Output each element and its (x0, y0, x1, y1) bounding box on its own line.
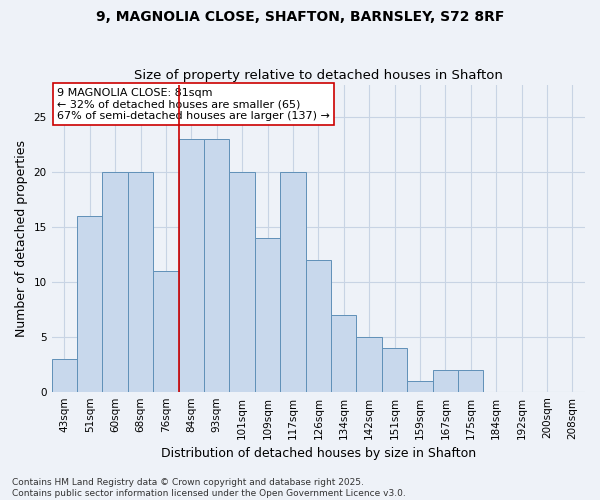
Bar (382, 348, 407, 392)
Bar (229, 172, 255, 392)
Title: Size of property relative to detached houses in Shafton: Size of property relative to detached ho… (134, 69, 503, 82)
Bar (103, 172, 128, 392)
Bar (331, 315, 356, 392)
Bar (407, 380, 433, 392)
Bar (255, 238, 280, 392)
Bar (356, 337, 382, 392)
Bar (204, 140, 229, 392)
Bar (153, 271, 179, 392)
Bar (280, 172, 305, 392)
X-axis label: Distribution of detached houses by size in Shafton: Distribution of detached houses by size … (161, 447, 476, 460)
Bar (433, 370, 458, 392)
Bar (128, 172, 153, 392)
Text: Contains HM Land Registry data © Crown copyright and database right 2025.
Contai: Contains HM Land Registry data © Crown c… (12, 478, 406, 498)
Bar (52, 359, 77, 392)
Bar (77, 216, 103, 392)
Text: 9 MAGNOLIA CLOSE: 81sqm
← 32% of detached houses are smaller (65)
67% of semi-de: 9 MAGNOLIA CLOSE: 81sqm ← 32% of detache… (57, 88, 330, 121)
Bar (458, 370, 484, 392)
Bar (179, 140, 204, 392)
Text: 9, MAGNOLIA CLOSE, SHAFTON, BARNSLEY, S72 8RF: 9, MAGNOLIA CLOSE, SHAFTON, BARNSLEY, S7… (96, 10, 504, 24)
Y-axis label: Number of detached properties: Number of detached properties (15, 140, 28, 336)
Bar (305, 260, 331, 392)
